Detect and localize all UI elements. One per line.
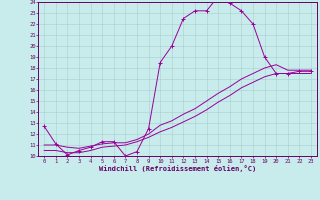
X-axis label: Windchill (Refroidissement éolien,°C): Windchill (Refroidissement éolien,°C) [99, 165, 256, 172]
